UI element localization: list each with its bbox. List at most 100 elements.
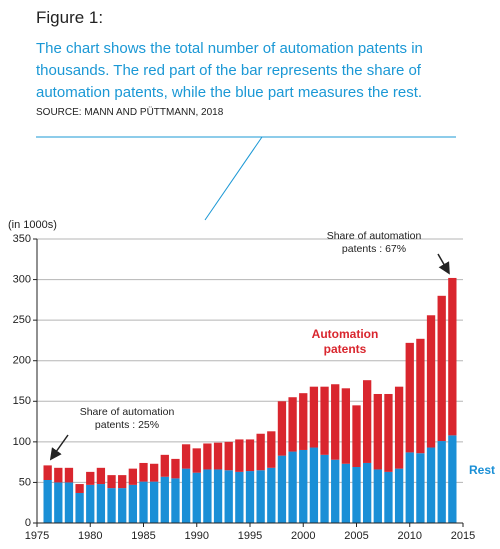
y-tick-label: 100 [13, 436, 31, 448]
bar-segment [352, 405, 361, 468]
bar-segment [160, 454, 169, 477]
bar-segment [75, 492, 84, 523]
y-tick-label: 200 [13, 355, 31, 367]
annotation: Share of automation patents : 25% [79, 406, 175, 431]
bar-segment [96, 467, 106, 485]
bar-segment [128, 484, 138, 523]
bar-segment [362, 380, 372, 463]
bar-segment [86, 471, 95, 485]
bar-segment [64, 482, 74, 523]
bar-segment [96, 484, 106, 523]
bar-segment [256, 433, 265, 471]
x-tick-label: 1975 [25, 530, 49, 542]
bar-segment [405, 452, 414, 523]
bar-segment [213, 442, 223, 470]
bar-segment [192, 448, 201, 473]
bar-segment [362, 462, 372, 523]
bar-segment [331, 384, 340, 460]
bar-segment [245, 471, 255, 523]
bar-segment [171, 478, 180, 523]
bar-segment [341, 388, 351, 464]
x-tick-label: 2015 [451, 530, 475, 542]
bar-segment [416, 338, 425, 454]
bar-segment [139, 481, 148, 523]
annotation: Share of automation patents : 67% [326, 230, 422, 255]
x-tick-label: 2010 [398, 530, 422, 542]
figure-label: Figure 1: [36, 8, 104, 27]
description: The chart shows the total number of auto… [36, 40, 423, 101]
bar-segment [277, 455, 287, 523]
bar-segment [235, 471, 244, 523]
bar-segment [107, 475, 116, 489]
source: SOURCE: MANN AND PÜTTMANN, 2018 [36, 107, 224, 118]
bar-segment [213, 469, 223, 523]
bar-segment [224, 470, 233, 523]
bar-segment [118, 488, 127, 523]
bar-segment [299, 449, 308, 523]
bar-segment [309, 447, 319, 523]
legend-label: Automation patents [311, 327, 379, 356]
bar-segment [426, 447, 436, 523]
bar-segment [43, 479, 52, 523]
bar-segment [192, 472, 201, 523]
legend-label: Rest [468, 463, 495, 477]
y-tick-label: 50 [19, 476, 31, 488]
bar-segment [394, 386, 404, 469]
bar-segment [54, 467, 63, 483]
bar-segment [107, 488, 116, 523]
bar-segment [118, 475, 127, 489]
bar-segment [139, 462, 148, 482]
x-tick-label: 1995 [238, 530, 262, 542]
x-tick-label: 1990 [185, 530, 209, 542]
bar-segment [288, 451, 297, 523]
bar-segment [384, 393, 393, 472]
bar-segment [416, 453, 425, 523]
bar-segment [128, 468, 138, 485]
bar-segment [373, 393, 382, 470]
bar-segment [448, 435, 457, 523]
y-tick-label: 0 [25, 517, 31, 529]
bar-segment [160, 476, 169, 523]
bar-segment [437, 441, 446, 523]
bar-segment [405, 342, 414, 453]
bar-segment [352, 467, 361, 523]
bar-segment [373, 469, 382, 523]
x-tick-label: 1985 [131, 530, 155, 542]
bar-segment [245, 439, 255, 472]
bar-segment [267, 431, 276, 468]
bar-segment [394, 468, 404, 523]
bar-segment [149, 463, 159, 482]
y-tick-label: 150 [13, 395, 31, 407]
x-tick-label: 1980 [78, 530, 102, 542]
bar-segment [331, 459, 340, 523]
y-tick-label: 250 [13, 314, 31, 326]
bar-segment [43, 465, 52, 480]
bar-segment [288, 397, 297, 452]
bar-segment [54, 482, 63, 523]
bar-segment [149, 481, 159, 523]
bar-segment [86, 484, 95, 523]
bar-segment [203, 469, 212, 523]
bar-segment [256, 470, 265, 523]
bar-segment [224, 441, 233, 471]
bar-segment [320, 386, 329, 455]
annotation-arrow [49, 434, 69, 461]
bar-segment [448, 277, 457, 436]
bar-segment [181, 468, 191, 523]
bar-segment [320, 454, 329, 523]
bar-segment [384, 471, 393, 523]
bar-segment [437, 295, 446, 442]
pointer-line [204, 136, 263, 221]
bar-segment [171, 458, 180, 479]
annotation-arrow [437, 253, 450, 275]
bar-segment [203, 443, 212, 470]
bar-segment [64, 467, 74, 483]
y-tick-label: 350 [13, 233, 31, 245]
bar-segment [299, 393, 308, 450]
bar-segment [426, 315, 436, 448]
bar-segment [341, 463, 351, 523]
bar-segment [277, 401, 287, 456]
bar-segment [309, 386, 319, 448]
